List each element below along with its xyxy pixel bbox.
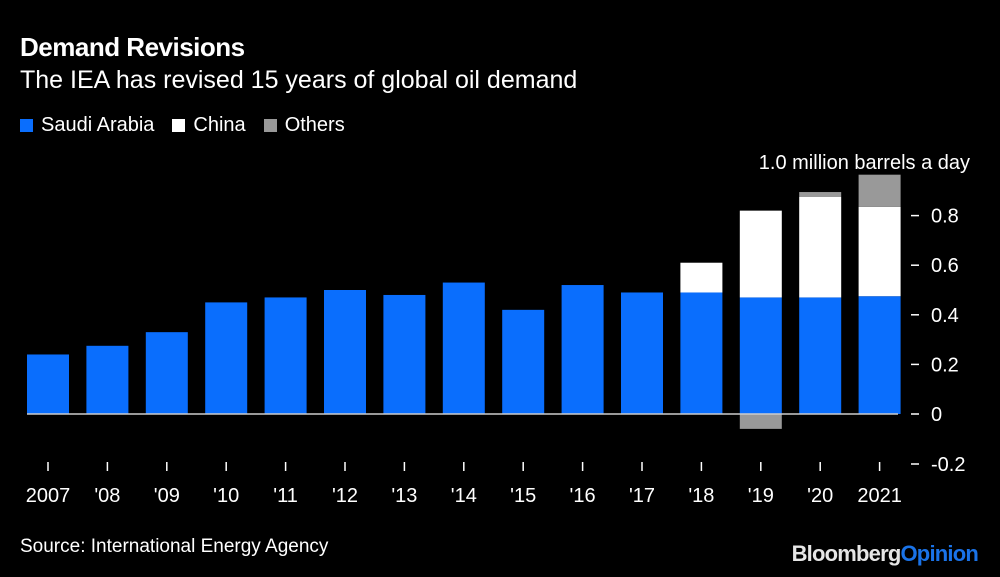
x-tick-label: '08 (94, 485, 120, 507)
bar-saudi-arabia (621, 292, 663, 414)
legend-item-others: Others (263, 114, 345, 137)
legend-label: China (193, 114, 246, 136)
source-note: Source: International Energy Agency (20, 536, 329, 557)
bar-saudi-arabia (383, 294, 426, 414)
bar-others (799, 192, 842, 197)
legend-swatch-saudi-arabia (20, 119, 33, 132)
bar-china (739, 210, 782, 298)
bar-others (858, 174, 901, 207)
bar-saudi-arabia (858, 296, 901, 414)
brand-bloomberg: Bloomberg (791, 541, 902, 566)
bar-saudi-arabia (264, 297, 307, 414)
x-tick-label: '16 (570, 485, 596, 507)
x-tick-label: '12 (332, 485, 358, 507)
chart-title: Demand Revisions (20, 32, 245, 62)
y-tick-label: 0.6 (931, 255, 959, 277)
x-tick-label: '11 (273, 485, 298, 507)
x-tick-label: '18 (688, 485, 714, 507)
x-tick-label: '15 (510, 485, 536, 507)
y-tick-label: -0.2 (931, 454, 965, 476)
bar-saudi-arabia (205, 302, 248, 414)
y-tick-label: 0.4 (931, 305, 959, 327)
brand-opinion: Opinion (900, 541, 979, 566)
y-tick-label: 0 (931, 404, 942, 426)
x-tick-label: 2021 (857, 485, 902, 507)
x-tick-label: 2007 (26, 485, 71, 507)
bar-saudi-arabia (680, 292, 723, 414)
bar-saudi-arabia (86, 345, 129, 414)
x-tick-label: '17 (629, 485, 655, 507)
bar-china (680, 262, 723, 293)
y-tick-label: 0.8 (931, 206, 959, 228)
bar-china (799, 197, 842, 298)
x-tick-label: '14 (451, 485, 477, 507)
x-tick-label: '10 (213, 485, 239, 507)
brand-logo: BloombergOpinion (791, 541, 979, 567)
bar-saudi-arabia (502, 309, 545, 414)
bar-saudi-arabia (561, 285, 604, 414)
bar-saudi-arabia (442, 282, 485, 414)
x-tick-label: '09 (154, 485, 180, 507)
legend-swatch-china (172, 119, 186, 132)
legend-item-china: China (172, 114, 246, 137)
x-tick-label: '19 (748, 485, 774, 507)
unit-label: 1.0 million barrels a day (758, 152, 970, 174)
legend-label: Saudi Arabia (41, 114, 155, 136)
x-tick-label: '20 (807, 485, 833, 507)
bar-others (739, 414, 782, 429)
legend-item-saudi-arabia: Saudi Arabia (20, 114, 154, 137)
x-tick-label: '13 (391, 485, 417, 507)
y-tick-label: 0.2 (931, 354, 959, 376)
bar-saudi-arabia (324, 290, 366, 414)
bar-saudi-arabia (27, 354, 69, 414)
legend-swatch-others (263, 119, 277, 132)
bar-saudi-arabia (145, 332, 188, 414)
legend-label: Others (284, 114, 345, 136)
bar-china (858, 206, 901, 297)
bar-saudi-arabia (739, 297, 782, 414)
legend: Saudi Arabia China Others (20, 114, 363, 137)
chart-subtitle: The IEA has revised 15 years of global o… (20, 66, 578, 94)
bar-saudi-arabia (799, 297, 842, 414)
